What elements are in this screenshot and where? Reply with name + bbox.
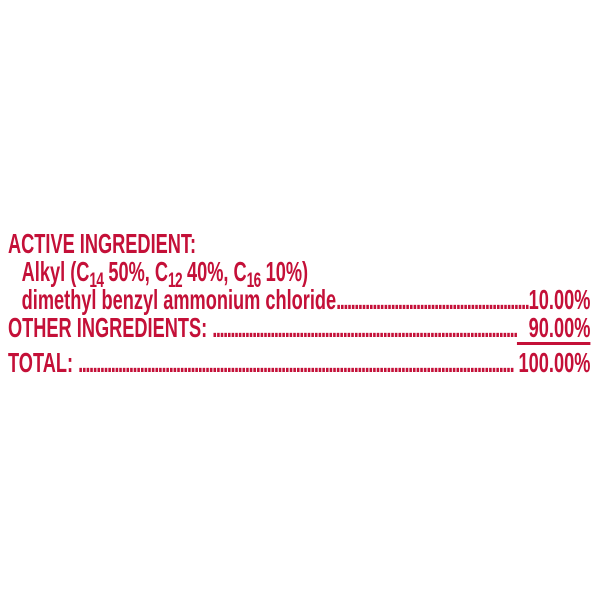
subscript-c16: 16	[246, 269, 262, 292]
subscript-c12: 12	[168, 269, 183, 292]
leader-dots: ........................................…	[78, 349, 515, 377]
other-ingredients-percentage: 90.00%	[516, 314, 591, 345]
alkyl-text: 40%, C	[181, 256, 247, 287]
active-ingredient-heading: ACTIVE INGREDIENT:	[8, 228, 197, 259]
total-label: TOTAL:	[8, 347, 79, 378]
leader-dots: ........................................…	[336, 286, 529, 314]
alkyl-text: Alkyl (C	[21, 256, 90, 287]
chloride-row: dimethyl benzyl ammonium chloride ......…	[22, 286, 591, 314]
other-ingredients-label: OTHER INGREDIENTS:	[8, 312, 213, 343]
active-ingredient-block: ACTIVE INGREDIENT: Alkyl (C14 50%, C12 4…	[8, 228, 591, 377]
total-row: TOTAL: .................................…	[8, 349, 590, 377]
chloride-percentage: 10.00%	[528, 284, 591, 315]
leader-dots: ........................................…	[212, 314, 517, 342]
alkyl-chain-line: Alkyl (C14 50%, C12 40%, C16 10%)	[21, 256, 591, 293]
other-ingredients-row: OTHER INGREDIENTS: .....................…	[8, 312, 591, 345]
total-percentage: 100.00%	[518, 347, 591, 378]
chloride-label: dimethyl benzyl ammonium chloride	[21, 284, 337, 315]
subscript-c14: 14	[89, 269, 104, 292]
alkyl-text: 50%, C	[103, 256, 169, 287]
alkyl-text: 10%)	[260, 256, 309, 287]
